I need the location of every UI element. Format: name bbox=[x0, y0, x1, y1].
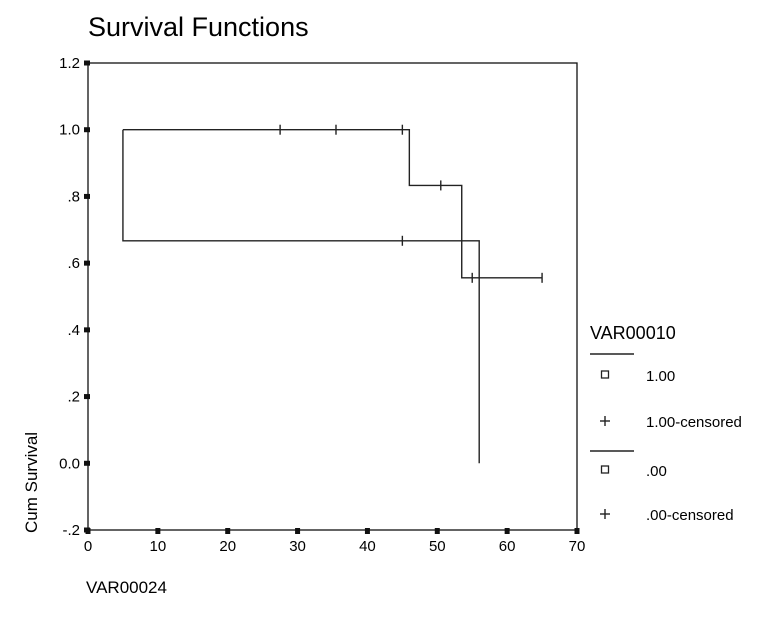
y-tick-label: .2 bbox=[67, 389, 80, 406]
y-tick-mark bbox=[84, 327, 90, 333]
series-line-1 bbox=[122, 129, 480, 464]
legend-entry-label: .00 bbox=[646, 463, 667, 480]
y-tick-mark bbox=[84, 127, 90, 133]
x-tick-label: 50 bbox=[429, 538, 446, 555]
plot-frame bbox=[87, 62, 578, 531]
legend-entry-label: .00-censored bbox=[646, 507, 734, 524]
legend: VAR00010 1.00 1.00-censored .00 .00-censore… bbox=[590, 323, 742, 524]
y-tick-mark bbox=[84, 394, 90, 400]
x-tick-mark bbox=[155, 528, 161, 534]
legend-title: VAR00010 bbox=[590, 323, 676, 343]
x-tick-label: 60 bbox=[499, 538, 516, 555]
y-tick-mark bbox=[84, 460, 90, 466]
x-tick-mark bbox=[434, 528, 440, 534]
legend-entry-label: 1.00 bbox=[646, 368, 675, 385]
y-tick-label: 1.0 bbox=[59, 122, 80, 139]
y-tick-label: .6 bbox=[67, 255, 80, 272]
x-axis-label: VAR00024 bbox=[86, 578, 167, 597]
x-tick-label: 40 bbox=[359, 538, 376, 555]
x-tick-label: 0 bbox=[84, 538, 92, 555]
series-line-0 bbox=[122, 129, 543, 279]
x-axis-ticks: 0 10 20 30 40 50 60 70 bbox=[84, 528, 586, 555]
y-tick-label: .8 bbox=[67, 188, 80, 205]
y-tick-label: .4 bbox=[67, 322, 80, 339]
legend-entry-label: 1.00-censored bbox=[646, 414, 742, 431]
y-tick-mark bbox=[84, 193, 90, 199]
x-tick-mark bbox=[295, 528, 301, 534]
legend-marker-square bbox=[600, 465, 610, 474]
chart-title: Survival Functions bbox=[88, 12, 309, 42]
x-tick-mark bbox=[364, 528, 370, 534]
x-tick-label: 70 bbox=[569, 538, 586, 555]
x-tick-mark bbox=[574, 528, 580, 534]
x-tick-mark bbox=[504, 528, 510, 534]
y-tick-label: 1.2 bbox=[59, 55, 80, 72]
y-tick-label: -.2 bbox=[62, 522, 80, 539]
y-axis-ticks: 1.2 1.0 .8 .6 .4 .2 0.0 -.2 bbox=[59, 55, 90, 539]
x-tick-label: 30 bbox=[289, 538, 306, 555]
x-tick-label: 10 bbox=[150, 538, 167, 555]
y-tick-mark bbox=[84, 60, 90, 66]
y-tick-label: 0.0 bbox=[59, 455, 80, 472]
legend-marker-square bbox=[600, 370, 610, 379]
y-tick-mark bbox=[84, 260, 90, 266]
x-tick-mark bbox=[225, 528, 231, 534]
series-layer bbox=[122, 124, 543, 464]
x-tick-mark bbox=[85, 528, 91, 534]
x-tick-label: 20 bbox=[219, 538, 236, 555]
y-axis-label: Cum Survival bbox=[22, 432, 41, 533]
